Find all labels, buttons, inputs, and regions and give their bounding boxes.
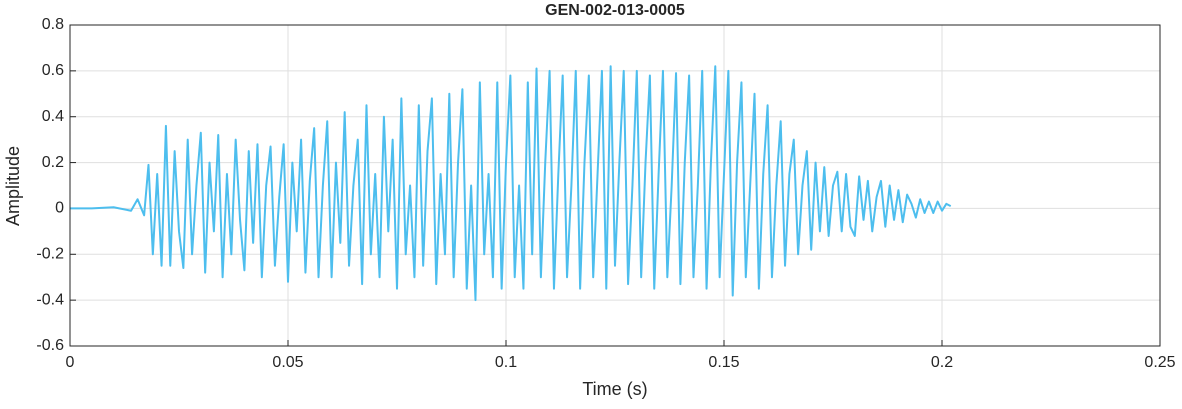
x-axis-label: Time (s) — [582, 379, 647, 399]
y-tick-label: -0.4 — [36, 291, 64, 308]
x-tick-label: 0.25 — [1144, 354, 1175, 371]
y-tick-label: -0.6 — [36, 337, 64, 354]
chart-title: GEN-002-013-0005 — [545, 2, 685, 19]
y-tick-label: 0.6 — [42, 62, 64, 79]
x-tick-label: 0.2 — [931, 354, 953, 371]
y-axis-label: Amplitude — [3, 146, 23, 226]
y-tick-label: -0.2 — [36, 246, 64, 263]
x-tick-label: 0.15 — [708, 354, 739, 371]
y-tick-label: 0.8 — [42, 16, 64, 33]
waveform-line — [70, 65, 952, 302]
x-tick-label: 0.1 — [495, 354, 517, 371]
y-tick-label: 0.4 — [42, 108, 64, 125]
plot-frame — [69, 24, 1161, 347]
plot-area — [70, 25, 1160, 346]
x-tick-label: 0.05 — [272, 354, 303, 371]
y-tick-label: 0 — [55, 200, 64, 217]
x-tick-label: 0 — [66, 354, 75, 371]
y-tick-label: 0.2 — [42, 154, 64, 171]
